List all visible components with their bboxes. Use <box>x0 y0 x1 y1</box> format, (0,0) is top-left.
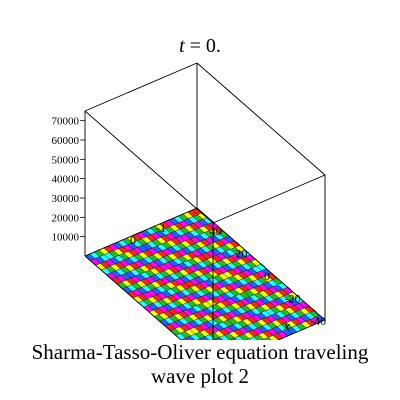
axis-ticks: 70000 60000 50000 40000 30000 20000 10000 -1 0 -4… <box>52 116 327 328</box>
surface-layer <box>84 207 326 340</box>
surface-cell <box>238 333 250 340</box>
box-edge <box>84 255 182 340</box>
y-tick-mark <box>135 231 142 235</box>
x-tick-mark <box>260 263 266 268</box>
surface-cell <box>185 335 196 340</box>
surface-cell <box>213 339 217 340</box>
caption-line-1: Sharma-Tasso-Oliver equation traveling <box>31 340 369 364</box>
surface-cell <box>214 337 223 340</box>
y-tick-label: -1 <box>156 221 166 235</box>
box-edge <box>84 110 214 224</box>
box-edge <box>196 62 326 176</box>
surface-cell <box>219 335 230 340</box>
z-tick-label: 10000 <box>52 232 80 244</box>
surface-cell <box>268 335 279 340</box>
y-tick-label: 0 <box>130 233 136 247</box>
z-tick-label: 30000 <box>52 193 80 205</box>
x-tick-label: -20 <box>285 291 301 305</box>
bounding-box <box>84 62 326 340</box>
x-tick-mark <box>235 241 240 245</box>
surface-cell <box>200 336 210 340</box>
x-tick-mark <box>311 308 317 313</box>
surface-cell <box>261 339 265 340</box>
x-tick-label: 20 <box>235 247 247 261</box>
caption-line-2: wave plot 2 <box>151 364 249 388</box>
x-axis-label: x <box>283 318 290 333</box>
caption: Sharma-Tasso-Oliver equation traveling w… <box>0 340 400 388</box>
x-tick-label: 40 <box>210 224 222 238</box>
surface-cell <box>190 333 201 340</box>
z-tick-label: 40000 <box>52 174 80 186</box>
surface-plot: 70000 60000 50000 40000 30000 20000 10000 -1 0 -4… <box>52 35 327 340</box>
box-edge <box>212 174 326 224</box>
z-tick-label: 50000 <box>52 154 80 166</box>
x-tick-label: 0 <box>264 269 270 283</box>
z-tick-label: 20000 <box>52 212 80 224</box>
surface-cell <box>175 333 186 340</box>
x-tick-label: -40 <box>310 314 326 328</box>
y-tick-mark <box>163 219 170 223</box>
surface-cell <box>234 335 244 340</box>
x-tick-mark <box>286 286 291 290</box>
title-value: 0. <box>206 35 221 57</box>
z-tick-label: 70000 <box>52 116 80 128</box>
surface-cell <box>248 336 258 340</box>
surface-cell <box>180 337 189 340</box>
box-edge <box>84 62 198 112</box>
surface-cell <box>229 337 237 340</box>
box-edge <box>277 319 326 340</box>
plot-title: t = 0. <box>179 35 221 57</box>
surface-cell <box>263 337 272 340</box>
z-tick-label: 60000 <box>52 135 80 147</box>
title-equals: = <box>185 35 206 57</box>
x-tick-mark <box>209 218 215 223</box>
surface-cell <box>224 333 235 340</box>
surface-cell <box>272 333 284 340</box>
title-variable: t <box>179 35 185 57</box>
